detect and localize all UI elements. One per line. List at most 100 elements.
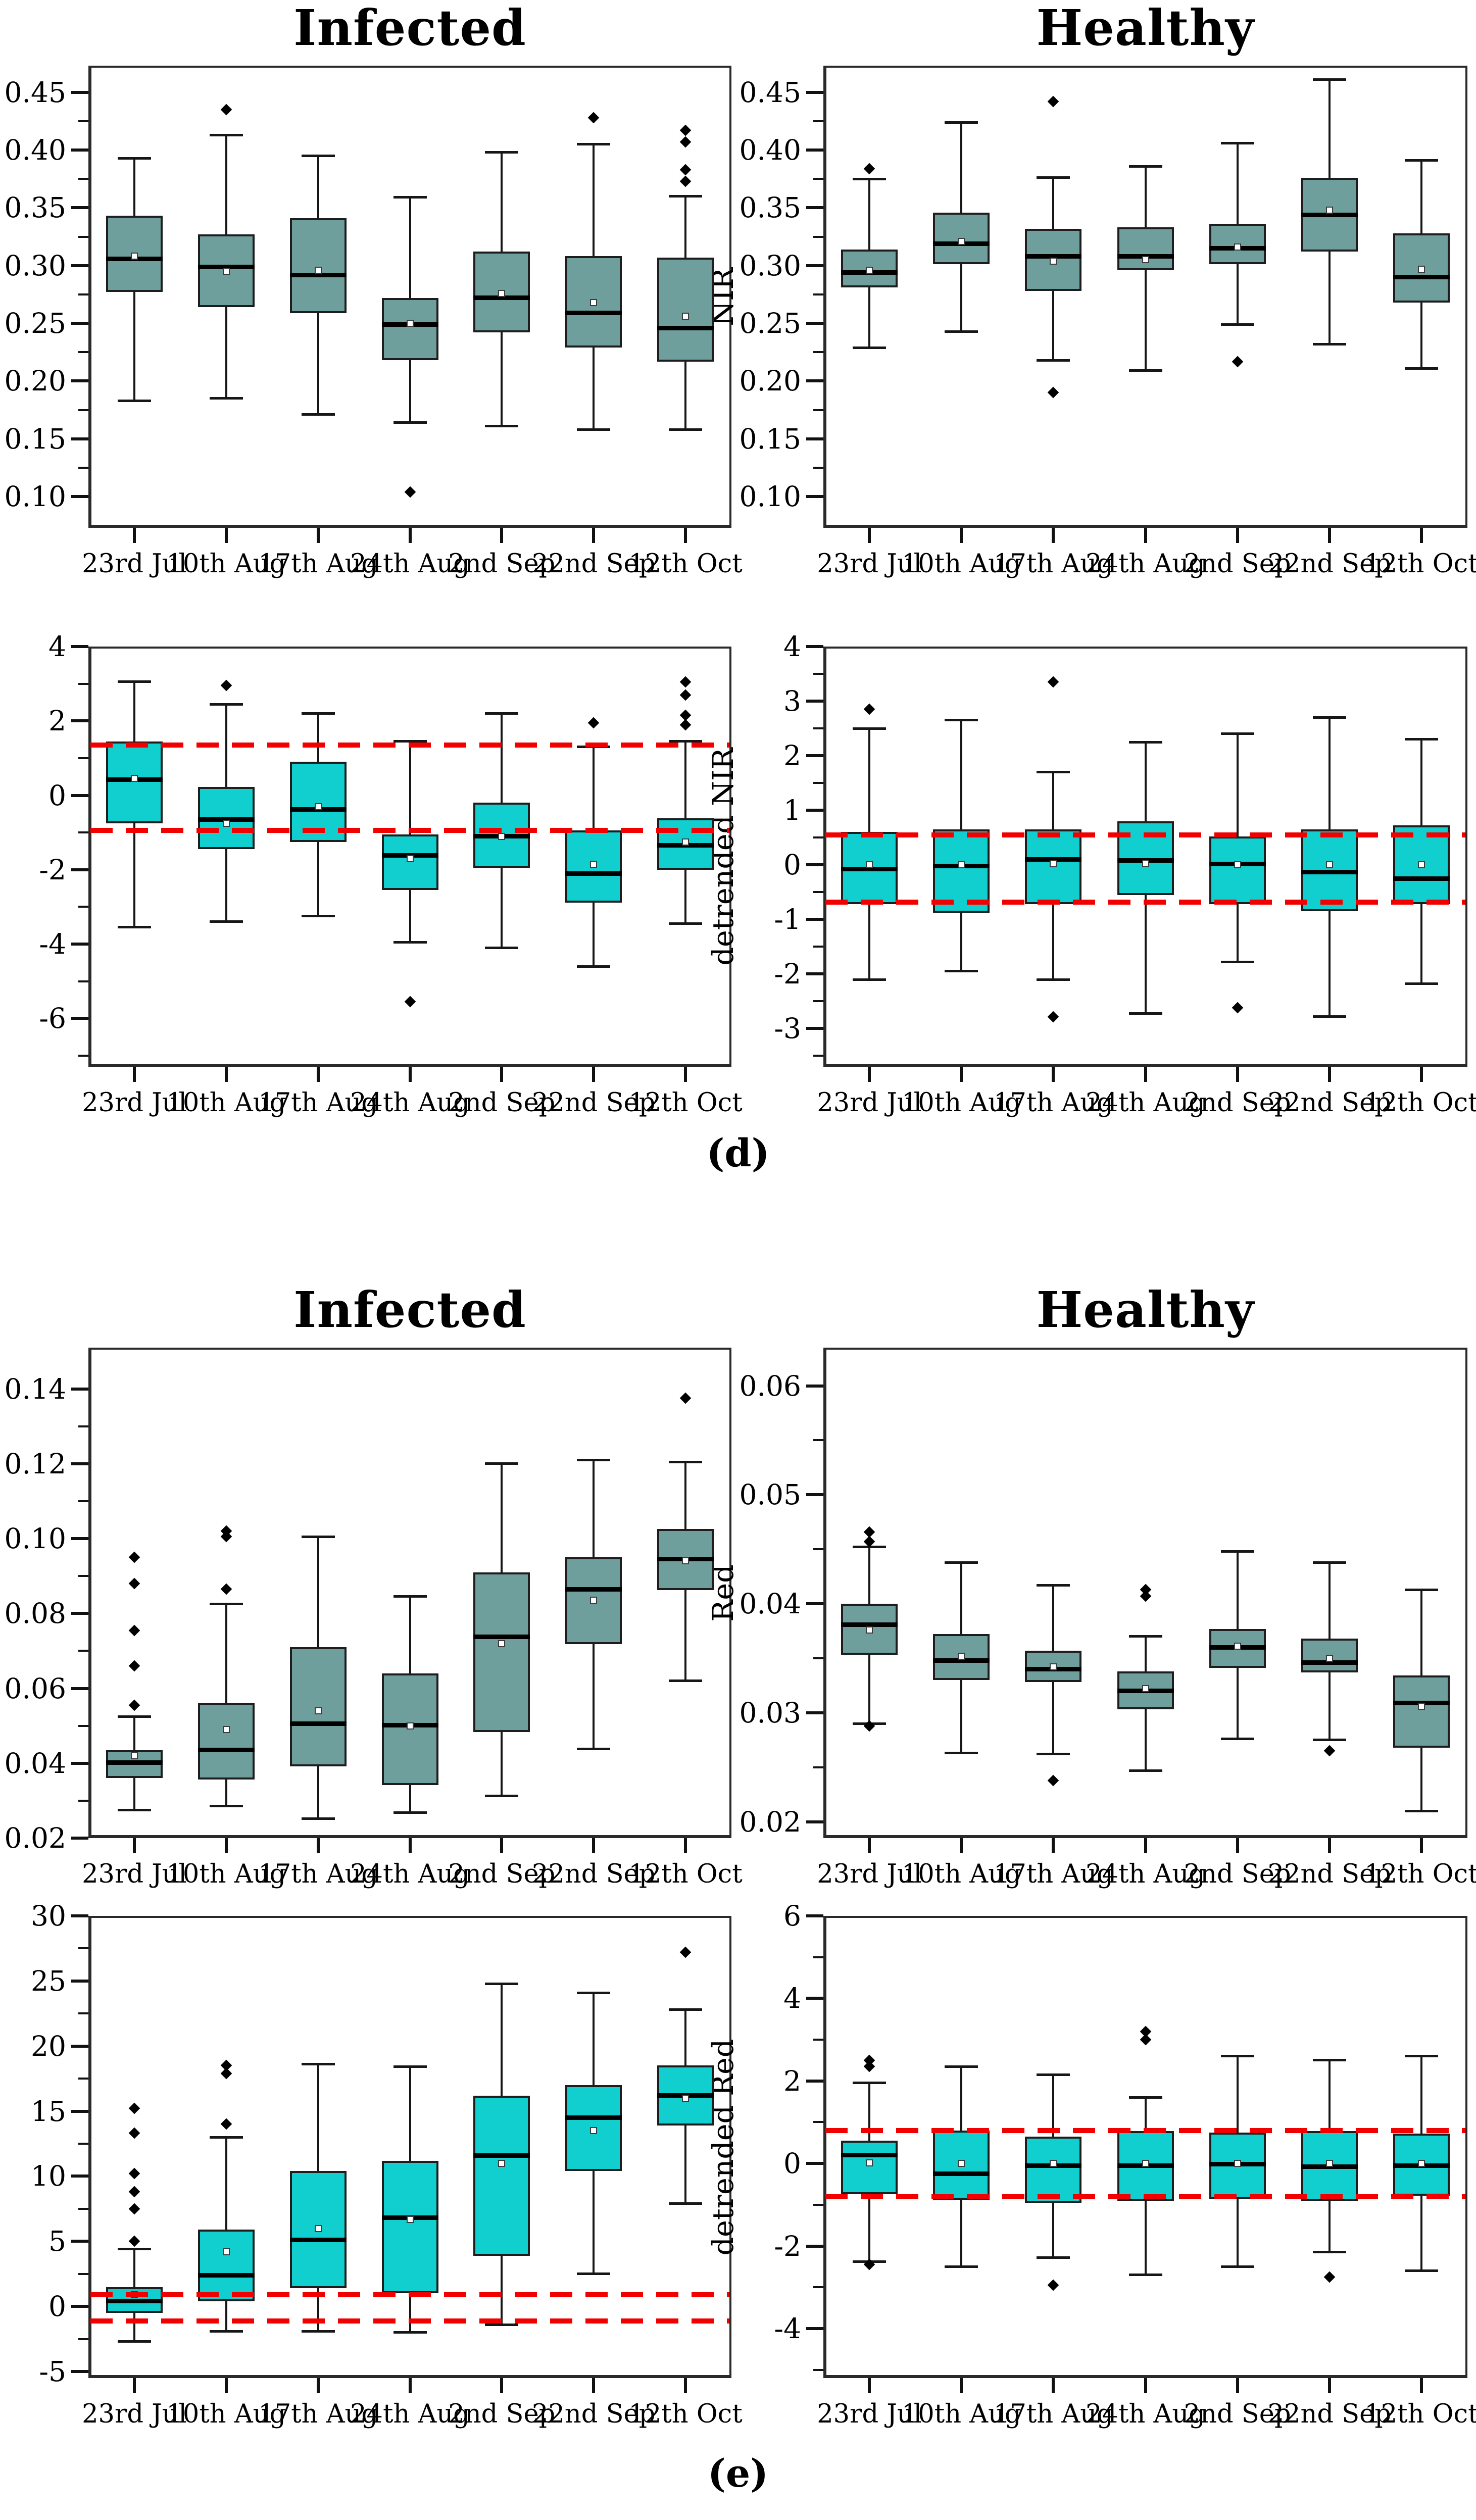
- whisker-lower: [1052, 2202, 1055, 2258]
- y-major-tick: [71, 2305, 88, 2308]
- y-tick-label: -2: [774, 2230, 801, 2262]
- y-tick-label: 20: [31, 2030, 66, 2062]
- whisker-upper: [593, 747, 595, 831]
- whisker-cap-upper: [1404, 2055, 1438, 2058]
- x-tick: [960, 528, 963, 543]
- y-major-tick: [806, 2244, 823, 2248]
- mean-marker: [222, 1726, 230, 1734]
- x-tick-label: 17th Aug: [993, 1859, 1113, 1889]
- box-iqr: [565, 256, 622, 348]
- box-iqr: [1025, 2137, 1082, 2203]
- y-tick-label: -4: [774, 2312, 801, 2345]
- y-major-tick: [71, 2175, 88, 2178]
- whisker-lower: [317, 2288, 319, 2332]
- y-tick-label: 30: [31, 1900, 66, 1932]
- whisker-lower: [684, 869, 687, 924]
- y-major-tick: [806, 1384, 823, 1388]
- whisker-cap-lower: [853, 346, 887, 349]
- median-line: [1025, 254, 1082, 259]
- mean-marker: [314, 803, 322, 810]
- y-tick-label: 0.06: [4, 1672, 66, 1705]
- whisker-lower: [317, 842, 319, 916]
- y-tick-label: 0.10: [739, 480, 801, 513]
- box-iqr: [381, 2160, 438, 2294]
- x-tick: [1419, 1067, 1423, 1082]
- whisker-upper: [133, 2249, 135, 2287]
- y-tick-label: 0.02: [739, 1805, 801, 1838]
- mean-marker: [130, 253, 138, 260]
- x-tick-label: 22nd Sep: [532, 1088, 656, 1118]
- y-major-tick: [806, 322, 823, 325]
- mean-marker: [590, 299, 598, 306]
- y-tick-label: 0.35: [739, 191, 801, 224]
- mean-marker: [1417, 2160, 1425, 2167]
- y-tick-label: 0.12: [4, 1447, 66, 1480]
- x-tick-label: 12th Oct: [1364, 2399, 1476, 2429]
- x-tick-label: 17th Aug: [258, 2399, 378, 2429]
- x-tick-label: 10th Aug: [166, 1088, 286, 1118]
- y-major-tick: [806, 1914, 823, 1917]
- whisker-cap-lower: [301, 413, 335, 416]
- threshold-line: [825, 2194, 1465, 2199]
- x-tick-label: 22nd Sep: [1267, 1088, 1391, 1118]
- boxplot-panel-e-healthy-red: Healthy 0.06 0.05 0.04 0.03 0.02 23rd Jul 10th …: [707, 1283, 1476, 1887]
- y-major-tick: [71, 379, 88, 383]
- y-minor-tick: [78, 2078, 88, 2080]
- x-tick: [408, 1067, 412, 1082]
- whisker-upper: [317, 156, 319, 218]
- x-tick-label: 2nd Sep: [448, 549, 556, 579]
- x-tick: [868, 528, 871, 543]
- x-tick: [408, 1838, 412, 1853]
- y-minor-tick: [813, 1657, 823, 1659]
- y-major-tick: [71, 2109, 88, 2113]
- mean-marker: [1050, 257, 1057, 265]
- mean-marker: [406, 1722, 414, 1730]
- whisker-cap-upper: [301, 712, 335, 715]
- median-line: [933, 2171, 990, 2177]
- whisker-cap-upper: [1037, 771, 1070, 774]
- whisker-cap-lower: [669, 2202, 703, 2205]
- x-tick-label: 10th Aug: [166, 549, 286, 579]
- x-tick: [960, 1067, 963, 1082]
- box-iqr: [933, 212, 990, 265]
- box-iqr: [933, 829, 990, 913]
- y-major-tick: [71, 719, 88, 723]
- whisker-cap-lower: [1312, 1739, 1346, 1742]
- whisker-lower: [593, 348, 595, 430]
- whisker-cap-upper: [393, 2065, 427, 2068]
- median-line: [933, 1658, 990, 1663]
- whisker-cap-lower: [117, 926, 151, 929]
- whisker-cap-lower: [1128, 1769, 1162, 1772]
- y-axis-label: detrended NIR: [0, 748, 5, 966]
- x-tick-label: 10th Aug: [901, 2399, 1021, 2429]
- y-major-tick: [806, 1027, 823, 1030]
- whisker-cap-lower: [485, 2323, 519, 2326]
- y-tick-label: 0.45: [739, 76, 801, 109]
- whisker-lower: [1052, 904, 1055, 980]
- whisker-cap-lower: [1128, 2274, 1162, 2277]
- x-tick-label: 24th Aug: [350, 549, 470, 579]
- whisker-cap-upper: [1312, 78, 1346, 81]
- y-tick-label: 0.02: [4, 1822, 66, 1854]
- whisker-upper: [1420, 739, 1422, 826]
- whisker-upper: [1052, 2074, 1055, 2137]
- median-line: [289, 272, 347, 277]
- x-tick-label: 24th Aug: [1086, 549, 1205, 579]
- mean-marker: [498, 289, 506, 297]
- x-tick: [592, 528, 596, 543]
- median-line: [565, 1587, 622, 1592]
- whisker-lower: [1420, 904, 1422, 984]
- whisker-cap-upper: [1404, 1588, 1438, 1591]
- box-iqr: [1025, 1650, 1082, 1683]
- x-tick: [1236, 1067, 1239, 1082]
- whisker-lower: [409, 2293, 411, 2333]
- boxplot-panel-d-healthy-detrended-nir: 4 3 2 1 0 -1 -2 -3 23rd Jul 10th Aug 17th Aug 24th …: [707, 633, 1476, 1116]
- whisker-cap-upper: [1128, 740, 1162, 744]
- whisker-upper: [409, 1596, 411, 1673]
- whisker-cap-upper: [485, 1982, 519, 1985]
- mean-marker: [1325, 861, 1333, 869]
- whisker-cap-lower: [1312, 1015, 1346, 1018]
- whisker-upper: [409, 197, 411, 298]
- y-major-tick: [806, 206, 823, 210]
- x-tick: [132, 1838, 136, 1853]
